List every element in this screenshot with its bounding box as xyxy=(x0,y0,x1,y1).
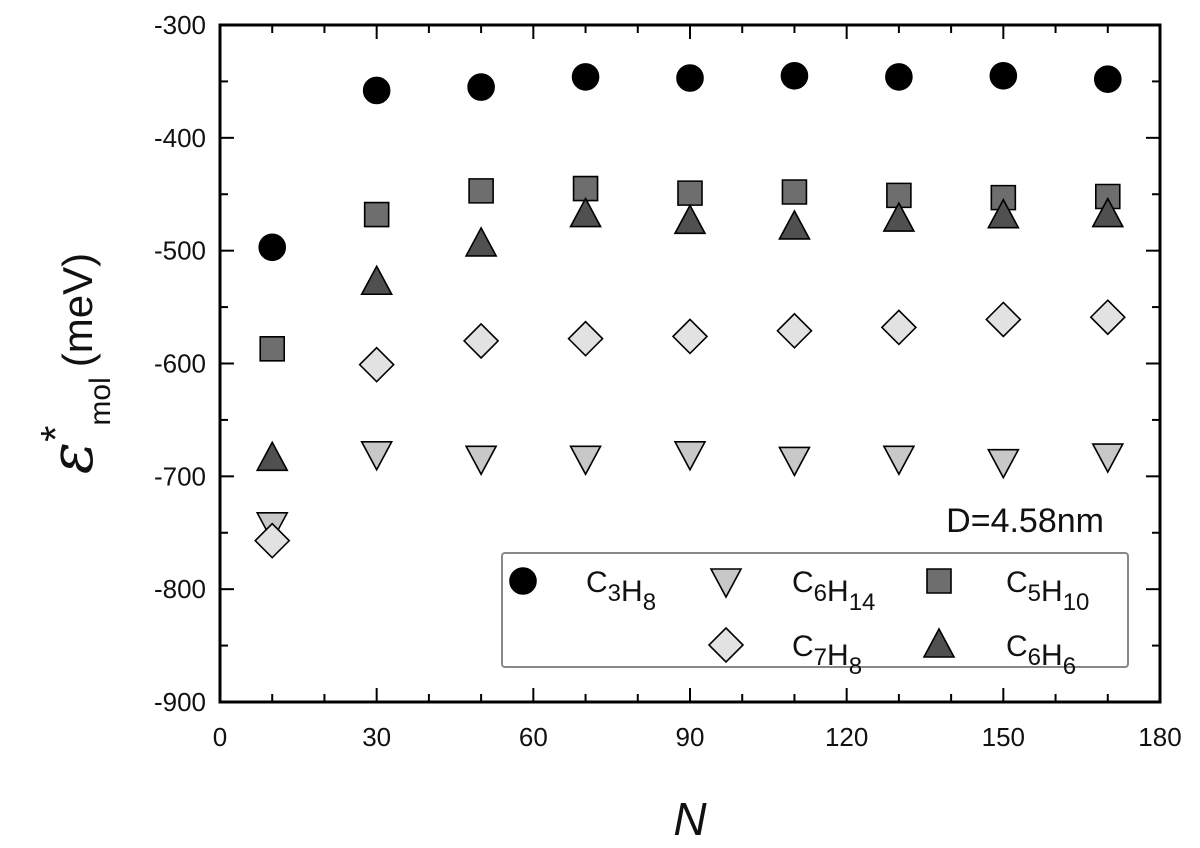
data-point-c7h8 xyxy=(567,320,604,357)
data-point-c6h14 xyxy=(360,440,394,472)
legend-label-c3h8: C3H8 xyxy=(586,566,656,616)
data-point-c5h10 xyxy=(886,182,912,209)
data-point-c5h10 xyxy=(781,179,808,205)
data-point-c3h8 xyxy=(989,61,1018,90)
data-point-c3h8 xyxy=(885,63,913,91)
data-point-c7h8 xyxy=(1089,299,1126,336)
x-tick-label: 120 xyxy=(825,722,868,752)
y-axis-subscript: mol xyxy=(84,377,117,425)
y-tick-label: -400 xyxy=(154,123,206,153)
data-point-c6h6 xyxy=(1091,196,1125,228)
data-point-c3h8 xyxy=(467,73,495,101)
data-point-c6h6 xyxy=(255,440,289,472)
data-point-c7h8 xyxy=(880,309,918,346)
y-tick-label: -300 xyxy=(154,10,206,40)
legend-marker-c7h8 xyxy=(707,626,745,664)
data-point-c3h8 xyxy=(780,61,809,90)
data-point-c5h10 xyxy=(677,180,703,206)
data-point-c6h6 xyxy=(360,264,394,296)
data-point-c5h10 xyxy=(572,175,599,202)
legend-marker-c6h14 xyxy=(709,568,743,599)
annotation-text: D=4.58nm xyxy=(946,502,1104,540)
y-axis-symbol: ε xyxy=(37,442,107,474)
legend-label-c5h10: C5H10 xyxy=(1006,566,1089,616)
data-point-c6h14 xyxy=(673,440,707,472)
data-point-c5h10 xyxy=(990,184,1017,211)
y-tick-label: -900 xyxy=(154,687,206,717)
x-tick-label: 0 xyxy=(213,722,227,752)
x-axis-title: N xyxy=(673,793,707,845)
y-axis-title: ε* mol (meV) xyxy=(32,253,117,474)
data-point-c3h8 xyxy=(676,64,704,92)
svg-text:ε*mol(meV): ε* mol (meV) xyxy=(32,253,117,474)
x-tick-label: 30 xyxy=(362,722,391,752)
data-point-c6h14 xyxy=(882,445,916,476)
data-point-c6h6 xyxy=(778,209,811,240)
legend: C3H8 C6H14 C5H10 C7H8 C6H6 xyxy=(501,552,1129,680)
data-point-c7h8 xyxy=(985,301,1022,338)
data-point-c5h10 xyxy=(468,178,494,204)
y-tick-label: -600 xyxy=(154,349,206,379)
data-points xyxy=(254,61,1126,559)
y-tick-label: -500 xyxy=(154,236,206,266)
legend-marker-c6h6 xyxy=(922,627,956,658)
data-point-c6h6 xyxy=(986,197,1020,229)
y-tick-label: -700 xyxy=(154,461,206,491)
data-point-c6h14 xyxy=(464,445,498,476)
data-point-c3h8 xyxy=(1093,65,1122,93)
data-point-c6h14 xyxy=(1091,443,1125,474)
legend-label-c6h6: C6H6 xyxy=(1006,630,1076,680)
legend-marker-c3h8 xyxy=(509,567,537,595)
x-tick-label: 180 xyxy=(1138,722,1181,752)
y-tick-label: -800 xyxy=(154,574,206,604)
legend-marker-c5h10 xyxy=(926,568,952,594)
data-point-c6h14 xyxy=(986,448,1020,480)
data-point-c6h14 xyxy=(778,446,811,478)
data-point-c5h10 xyxy=(1094,183,1121,210)
legend-label-c7h8: C7H8 xyxy=(792,630,862,680)
data-point-c6h6 xyxy=(464,226,498,257)
data-point-c7h8 xyxy=(462,322,500,360)
data-point-c6h6 xyxy=(673,203,707,235)
legend-box xyxy=(501,552,1129,668)
data-point-c7h8 xyxy=(254,522,291,559)
x-tick-label: 60 xyxy=(519,722,548,752)
y-axis-unit: (meV) xyxy=(54,253,101,367)
data-point-c7h8 xyxy=(671,318,709,355)
data-point-c3h8 xyxy=(362,76,391,105)
data-point-c5h10 xyxy=(259,336,286,362)
data-point-c3h8 xyxy=(571,63,600,91)
plot-frame xyxy=(218,23,1162,704)
y-axis-superscript: * xyxy=(32,426,79,442)
legend-label-c6h14: C6H14 xyxy=(792,566,875,616)
data-point-c7h8 xyxy=(776,312,813,349)
data-point-c6h14 xyxy=(569,445,602,476)
data-point-c7h8 xyxy=(358,346,395,383)
data-point-c3h8 xyxy=(258,233,287,262)
data-point-c5h10 xyxy=(363,201,390,228)
data-point-c6h6 xyxy=(882,201,916,232)
data-point-c6h6 xyxy=(569,196,602,228)
x-tick-label: 90 xyxy=(676,722,705,752)
x-tick-label: 150 xyxy=(982,722,1025,752)
axis-ticks: 0 30 60 90 120 150 180 -900 -800 -700 -600 -500 -400… xyxy=(154,10,1182,752)
